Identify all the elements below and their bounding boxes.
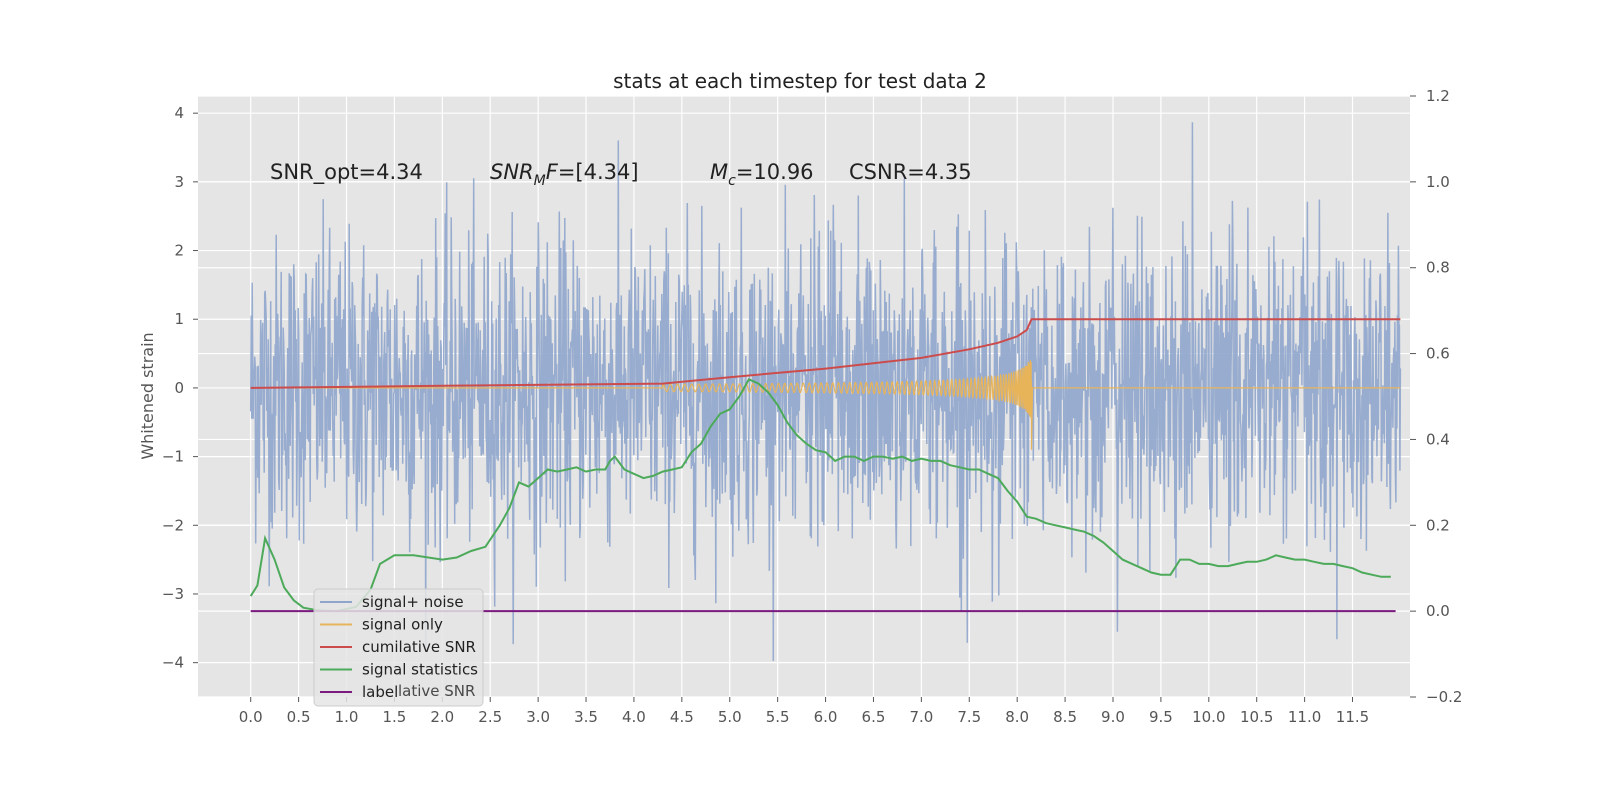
x-tick-label: 0.0: [239, 708, 263, 726]
legend-box: [313, 588, 484, 707]
y-right-tick-label: 0.2: [1426, 516, 1450, 534]
y-right-tick-label: 0.8: [1426, 259, 1450, 277]
x-tick-label: 6.5: [862, 708, 886, 726]
x-tick-label: 9.5: [1149, 708, 1173, 726]
x-tick-label: 4.0: [622, 708, 646, 726]
series-signal-statistics: [249, 378, 1391, 613]
x-tick-label: 10.5: [1240, 708, 1273, 726]
annotation-mc-value: =10.96: [736, 160, 814, 184]
y-tick-label: −3: [162, 585, 184, 603]
x-tick-label: 7.0: [909, 708, 933, 726]
legend-label: label: [362, 683, 398, 701]
y-tick-label: 4: [174, 104, 184, 122]
legend-label: signal only: [362, 616, 443, 634]
annotation-snr-mf-sub: M: [534, 173, 546, 189]
legend-label: signal+ noise: [362, 593, 464, 611]
legend-label: cumilative SNR: [362, 638, 476, 656]
legend: lative SNR signal+ noise signal only cumila…: [313, 588, 484, 707]
x-tick-label: 6.0: [814, 708, 838, 726]
y-tick-label: −1: [162, 448, 184, 466]
y-right-tick-label: 0.0: [1426, 602, 1450, 620]
series-signal-noise: [249, 122, 1402, 662]
y-tick-label: 3: [174, 173, 184, 191]
y-tick-label: 2: [174, 242, 184, 260]
x-tick-label: 1.0: [335, 708, 359, 726]
y-tick-label: −2: [162, 516, 184, 534]
y-tick-label: −4: [162, 654, 184, 672]
x-tick-label: 4.5: [670, 708, 694, 726]
y-right-tick-label: 0.4: [1426, 430, 1450, 448]
x-tick-label: 7.5: [957, 708, 981, 726]
x-tick-label: 9.0: [1101, 708, 1125, 726]
x-tick-label: 0.5: [287, 708, 311, 726]
annotation-snr-mf: SNRMF=[4.34]: [490, 160, 639, 189]
annotation-snr-opt: SNR_opt=4.34: [270, 160, 423, 185]
annotation-mc-main: M: [710, 160, 728, 184]
x-tick-label: 1.5: [382, 708, 406, 726]
y-right-tick-label: −0.2: [1426, 688, 1462, 706]
y-tick-label: 0: [174, 379, 184, 397]
legend-ghost-text: lative SNR: [398, 682, 475, 700]
y-right-tick-label: 1.2: [1426, 87, 1450, 105]
x-tick-label: 5.5: [766, 708, 790, 726]
y-axis-label: Whitened strain: [138, 332, 157, 459]
annotation-csnr: CSNR=4.35: [849, 160, 972, 184]
annotation-mc: Mc=10.96: [710, 160, 814, 189]
x-tick-label: 11.0: [1288, 708, 1321, 726]
legend-label: signal statistics: [362, 661, 478, 679]
annotation-snr-mf-main: SNR: [490, 160, 534, 184]
x-tick-label: 10.0: [1192, 708, 1225, 726]
x-tick-label: 2.0: [430, 708, 454, 726]
annotation-snr-mf-tail: F: [546, 160, 559, 184]
y-tick-label: 1: [174, 310, 184, 328]
x-tick-label: 11.5: [1336, 708, 1369, 726]
x-tick-label: 2.5: [478, 708, 502, 726]
series-cumulative-snr: [250, 318, 1401, 389]
y-right-tick-label: 1.0: [1426, 173, 1450, 191]
x-tick-label: 8.5: [1053, 708, 1077, 726]
chart-title: stats at each timestep for test data 2: [613, 69, 987, 93]
series-signal-only: [250, 360, 1401, 450]
annotation-snr-mf-value: =[4.34]: [558, 160, 639, 184]
x-tick-label: 5.0: [718, 708, 742, 726]
axes: 0.0 0.5 1.0 1.5 2.0 2.5 3.0 3.5 4.0 4.5 5.0 5.5 6.0 6…: [162, 87, 1463, 726]
annotation-mc-sub: c: [728, 173, 736, 189]
annotations: SNR_opt=4.34 SNRMF=[4.34] Mc=10.96 CSNR=…: [270, 160, 972, 189]
x-tick-label: 8.0: [1005, 708, 1029, 726]
x-tick-label: 3.0: [526, 708, 550, 726]
y-right-tick-label: 0.6: [1426, 345, 1450, 363]
x-tick-label: 3.5: [574, 708, 598, 726]
